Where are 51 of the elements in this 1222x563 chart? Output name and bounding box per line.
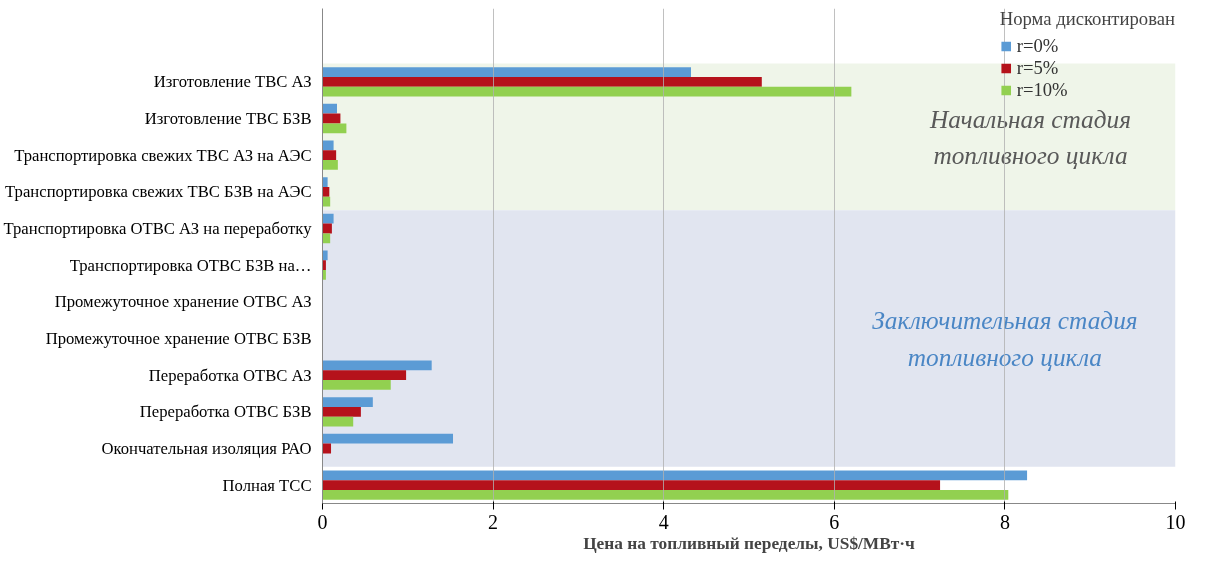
bar bbox=[322, 260, 326, 271]
y-tick-label: Изготовление ТВС АЗ bbox=[153, 72, 312, 92]
bar bbox=[322, 196, 331, 207]
bar bbox=[322, 150, 337, 161]
bar bbox=[322, 406, 361, 417]
legend-title: Норма дисконтирован bbox=[999, 8, 1175, 30]
bar bbox=[322, 480, 941, 491]
bar bbox=[322, 186, 330, 197]
bar bbox=[322, 76, 762, 87]
y-tick-label: Транспортировка свежих ТВС АЗ на АЭС bbox=[14, 145, 312, 165]
x-tick-label: 2 bbox=[488, 510, 499, 533]
y-tick-label: Переработка ОТВС БЗВ bbox=[139, 402, 312, 422]
y-tick-label: Транспортировка свежих ТВС БЗВ на АЭС bbox=[5, 182, 312, 202]
x-tick-label: 6 bbox=[829, 510, 840, 533]
y-tick-label: Полная ТСС bbox=[222, 475, 312, 495]
bar bbox=[322, 140, 334, 151]
y-tick-label: Промежуточное хранение ОТВС АЗ bbox=[54, 292, 312, 312]
x-tick-label: 4 bbox=[658, 510, 669, 533]
bar bbox=[322, 250, 328, 261]
bar bbox=[322, 380, 391, 390]
bar bbox=[322, 416, 354, 427]
bar bbox=[322, 177, 328, 187]
legend-label: r=10% bbox=[1016, 79, 1068, 101]
y-tick-label: Транспортировка ОТВС АЗ на переработку bbox=[3, 219, 313, 238]
y-tick-label: Транспортировка ОТВС БЗВ на… bbox=[69, 255, 312, 275]
bar bbox=[322, 213, 334, 224]
bar bbox=[322, 433, 454, 444]
x-tick-label: 10 bbox=[1165, 510, 1186, 533]
x-tick-label: 8 bbox=[999, 510, 1010, 533]
bar bbox=[322, 86, 852, 97]
x-tick-label: 0 bbox=[317, 510, 328, 533]
bar bbox=[322, 490, 1009, 500]
bar bbox=[322, 397, 373, 407]
bar bbox=[322, 103, 337, 114]
y-tick-label: Промежуточное хранение ОТВС БЗВ bbox=[45, 329, 312, 348]
bar bbox=[322, 233, 331, 244]
bar bbox=[322, 160, 338, 170]
bar bbox=[322, 470, 1028, 481]
y-tick-label: Переработка ОТВС АЗ bbox=[148, 365, 312, 385]
bar bbox=[322, 270, 326, 280]
bar bbox=[322, 67, 691, 77]
legend-label: r=5% bbox=[1016, 57, 1059, 79]
band-label: Заключительная стадия топливного цикла bbox=[872, 306, 1138, 371]
y-tick-label: Изготовление ТВС БЗВ bbox=[144, 109, 312, 128]
bar bbox=[322, 360, 432, 371]
band-label: Начальная стадия топливного цикла bbox=[928, 104, 1132, 170]
y-tick-label: Окончательная изоляция РАО bbox=[101, 439, 312, 458]
x-axis-title: Цена на топливный переделы, US$/МВт·ч bbox=[583, 533, 916, 553]
bar bbox=[322, 370, 407, 381]
bar bbox=[322, 123, 347, 134]
legend-label: r=0% bbox=[1016, 35, 1059, 57]
